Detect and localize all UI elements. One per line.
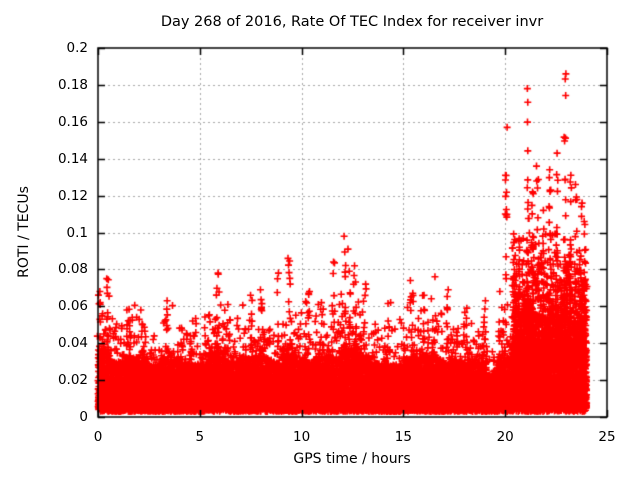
x-axis-label: GPS time / hours [293,451,411,467]
chart-title: Day 268 of 2016, Rate Of TEC Index for r… [160,14,544,30]
y-tick-label: 0.06 [57,298,88,315]
y-tick-label: 0.1 [66,224,88,241]
x-tick-label: 15 [394,429,412,445]
x-tick-label: 20 [496,429,514,445]
x-tick-label: 5 [195,429,205,445]
y-tick-label: 0.02 [57,372,88,389]
y-tick-label: 0.18 [57,76,88,93]
y-tick-label: 0.12 [57,187,88,204]
y-axis-label: ROTI / TECUs [16,186,32,278]
x-tick-label: 0 [93,429,103,445]
y-tick-label: 0.16 [57,113,88,130]
y-tick-label: 0 [79,409,88,425]
x-tick-label: 25 [598,429,616,445]
y-tick-label: 0.08 [57,261,88,278]
y-tick-label: 0.2 [66,40,88,56]
x-tick-label: 10 [293,429,311,445]
y-tick-label: 0.04 [57,335,88,352]
y-tick-label: 0.14 [57,150,88,167]
